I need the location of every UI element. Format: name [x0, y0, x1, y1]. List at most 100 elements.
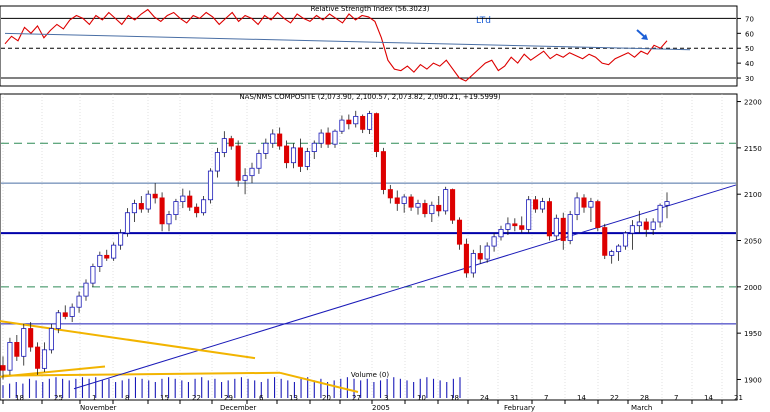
rsi-tick-label-1: 40	[745, 60, 754, 68]
x-tick-label-22: 21	[734, 394, 743, 402]
price-tick-label-0: 1900	[744, 376, 762, 384]
candle-6	[41, 349, 48, 369]
candle-12	[83, 282, 89, 297]
candle-45	[311, 142, 317, 152]
candle-53	[367, 113, 373, 130]
candle-63	[436, 204, 442, 212]
x-tick-label-2: 1	[92, 394, 96, 402]
candle-56	[387, 189, 393, 199]
volume-label: Volume (0)	[351, 371, 389, 379]
candle-93	[643, 221, 649, 230]
price-tick-label-4: 2100	[744, 191, 762, 199]
candle-96	[664, 201, 670, 206]
candle-51	[353, 115, 359, 125]
candle-4	[28, 328, 34, 348]
candle-71	[491, 236, 497, 247]
candle-50	[346, 119, 352, 125]
candle-75	[519, 225, 525, 230]
candle-7	[48, 328, 54, 351]
candle-1	[7, 342, 13, 371]
trendline-triangle-upper	[0, 320, 256, 360]
candle-82	[567, 214, 573, 241]
candle-27	[187, 195, 193, 208]
x-month-label-0: November	[80, 404, 117, 412]
rsi-panel-frame	[0, 5, 738, 87]
trendline-uptrend	[73, 184, 737, 390]
candle-88	[609, 251, 615, 256]
candle-70	[484, 245, 490, 260]
x-tick-label-4: 15	[160, 394, 169, 402]
candle-49	[339, 119, 345, 132]
rsi-layer	[1, 8, 736, 82]
price-tick-label-2: 2000	[744, 284, 762, 292]
price-tick-label-5: 2150	[744, 145, 762, 153]
candle-66	[456, 219, 463, 245]
candle-46	[318, 132, 324, 144]
candle-25	[173, 201, 179, 215]
rsi-trendline	[4, 32, 691, 51]
x-tick-label-19: 28	[640, 394, 649, 402]
x-tick-label-3: 8	[125, 394, 129, 402]
candle-76	[526, 199, 532, 230]
candle-13	[90, 266, 96, 284]
candle-87	[602, 227, 608, 256]
candle-42	[290, 147, 297, 164]
candle-92	[636, 221, 642, 227]
x-tick-label-6: 29	[224, 394, 233, 402]
candle-55	[380, 151, 386, 190]
price-tick-label-3: 2050	[744, 238, 762, 246]
candle-57	[394, 197, 400, 204]
candle-41	[284, 145, 290, 164]
x-tick-label-15: 31	[510, 394, 519, 402]
candle-65	[450, 189, 456, 221]
x-month-label-4: March	[631, 404, 652, 412]
rsi-title: Relative Strength Index (56.3023)	[311, 5, 430, 13]
candle-91	[629, 225, 635, 234]
candle-67	[463, 243, 469, 274]
candle-90	[622, 232, 629, 247]
candle-85	[588, 201, 594, 208]
candle-32	[221, 138, 227, 153]
x-tick-label-10: 27	[352, 394, 361, 402]
price-panel-frame	[0, 93, 738, 401]
rsi-tick-label-2: 50	[745, 45, 754, 53]
candle-54	[373, 113, 380, 152]
candle-68	[470, 253, 476, 274]
candle-84	[581, 197, 587, 208]
price-layer	[0, 94, 737, 400]
x-tick-label-17: 14	[577, 394, 586, 402]
candle-59	[408, 196, 414, 208]
candle-8	[55, 312, 61, 329]
volume-trendline-tail	[279, 371, 359, 393]
x-tick-label-18: 22	[610, 394, 619, 402]
candle-81	[560, 217, 566, 241]
rsi-line	[4, 8, 668, 82]
x-tick-label-12: 10	[417, 394, 426, 402]
x-tick-label-14: 24	[480, 394, 489, 402]
candle-21	[145, 193, 151, 210]
candle-69	[477, 253, 483, 260]
candle-26	[180, 195, 186, 203]
candle-83	[574, 197, 580, 215]
candle-95	[657, 204, 663, 223]
x-month-label-1: December	[220, 404, 256, 412]
candle-60	[415, 203, 421, 208]
candle-37	[256, 153, 262, 169]
x-month-label-3: February	[504, 404, 535, 412]
price-title: NAS/NMS COMPOSITE (2,073.90, 2,100.57, 2…	[239, 93, 500, 101]
candle-39	[270, 133, 276, 144]
candle-72	[498, 228, 504, 238]
candle-73	[505, 223, 511, 230]
trendline-triangle-lower	[0, 365, 106, 378]
x-tick-label-7: 6	[259, 394, 264, 402]
candle-9	[62, 312, 68, 317]
candle-38	[263, 142, 269, 154]
x-tick-label-8: 13	[289, 394, 298, 402]
rsi-annotation: LTd	[476, 16, 491, 26]
candle-14	[97, 254, 103, 267]
candle-10	[69, 306, 75, 317]
candle-52	[360, 115, 366, 130]
x-month-label-2: 2005	[372, 404, 390, 412]
candle-40	[277, 133, 283, 147]
